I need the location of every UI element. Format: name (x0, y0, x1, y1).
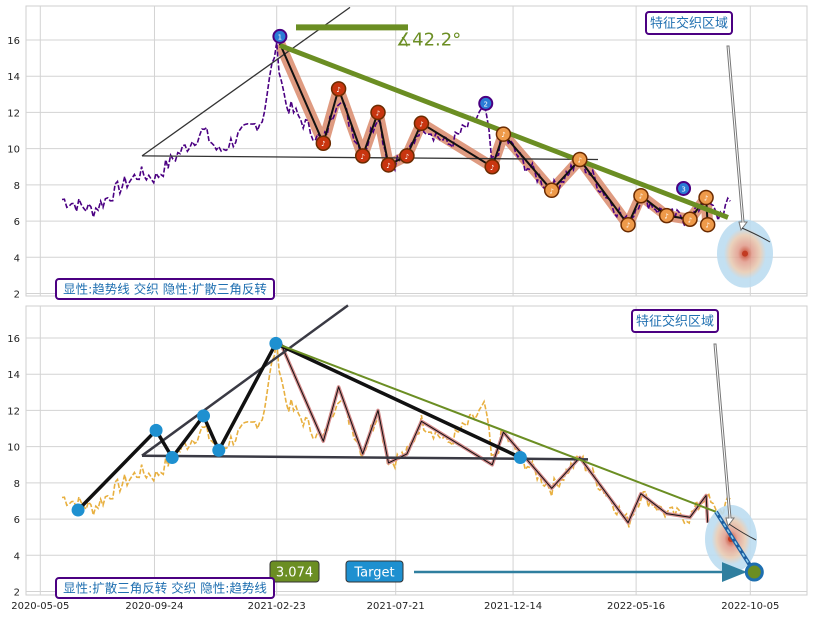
region-label-top: 特征交织区域 (650, 16, 728, 32)
feature-region-glow-top-center (742, 250, 748, 257)
y-tick-label: 12 (7, 406, 20, 417)
numbered-point-label: 2 (484, 100, 488, 108)
x-tick-label: 2021-07-21 (367, 601, 425, 612)
region-arrow-bottom (713, 343, 735, 528)
y-tick-label: 2 (14, 290, 20, 301)
trendline-bottom (275, 342, 717, 513)
pivot-marker-glyph: ♪ (360, 153, 364, 161)
pivot-marker-glyph: ♪ (626, 222, 630, 230)
pivot-marker (658, 207, 675, 224)
y-tick-label: 16 (7, 36, 20, 47)
y-tick-label: 14 (7, 72, 20, 83)
pivot-point (513, 451, 527, 465)
pivot-point (197, 409, 211, 423)
pivot-marker (698, 189, 714, 206)
pattern-label-bottom: 显性:扩散三角反转 交织 隐性:趋势线 (63, 581, 267, 596)
target-label-box (345, 560, 404, 583)
target-label: Target (353, 566, 394, 581)
pivot-marker (620, 216, 636, 233)
pivot-marker (380, 157, 397, 173)
region-label-bottom-box (631, 309, 719, 333)
pivot-marker-glyph: ♪ (705, 222, 709, 230)
region-tail-top (741, 227, 771, 243)
numbered-point (478, 95, 494, 111)
pivot-marker-glyph: ♪ (549, 187, 553, 195)
numbered-point (272, 28, 288, 44)
region-label-bottom: 特征交织区域 (636, 314, 714, 330)
y-tick-label: 2 (14, 588, 20, 599)
pivot-point (71, 503, 85, 517)
pivot-marker (399, 148, 415, 164)
projection-line-highlight (715, 511, 755, 573)
pivot-marker-glyph: ♪ (376, 109, 380, 117)
y-tick-label: 14 (7, 370, 20, 381)
x-tick-label: 2020-05-05 (11, 601, 69, 612)
pivot-marker (370, 104, 386, 121)
pivot-marker (699, 216, 716, 233)
triangle-upper-top (141, 6, 351, 157)
plot-area-bottom (25, 305, 808, 596)
numbered-point-label: 1 (278, 33, 282, 41)
pivot-marker (633, 187, 649, 204)
price-series-top (61, 42, 731, 230)
y-tick-label: 10 (7, 145, 20, 156)
pattern-label-top-box (55, 278, 275, 300)
region-label-top-box (645, 11, 733, 35)
numbered-point-label: 3 (681, 185, 685, 193)
pivot-marker-glyph: ♪ (490, 164, 494, 172)
y-tick-label: 10 (7, 443, 20, 454)
pivot-marker (572, 151, 588, 168)
pivot-marker-glyph: ♪ (405, 153, 409, 161)
pivot-marker-glyph: ♪ (704, 195, 708, 203)
y-tick-label: 12 (7, 108, 20, 119)
x-tick-label: 2022-05-16 (607, 601, 665, 612)
pivot-point (149, 423, 163, 437)
y-tick-label: 6 (14, 217, 20, 228)
pivot-marker (682, 211, 698, 228)
angle-label: ∡42.2° (396, 29, 461, 50)
x-tick-label: 2020-09-24 (125, 601, 183, 612)
y-tick-label: 8 (14, 479, 20, 490)
triangle-upper-bottom (141, 304, 349, 457)
pivot-marker-glyph: ♪ (664, 213, 668, 221)
numbered-point (676, 180, 692, 196)
x-tick-label: 2022-10-05 (721, 601, 779, 612)
pivot-marker (495, 126, 512, 142)
x-tick-label: 2021-02-23 (248, 601, 306, 612)
pivot-marker (413, 115, 430, 132)
pivot-marker (330, 81, 347, 97)
pattern-label-top: 显性:趋势线 交织 隐性:扩散三角反转 (63, 282, 267, 297)
pivot-marker-glyph: ♪ (336, 86, 340, 94)
y-tick-label: 4 (14, 551, 20, 562)
pivot-marker-glyph: ♪ (688, 216, 692, 224)
plot-area-top (25, 5, 808, 297)
pivot-point (212, 443, 226, 457)
region-arrow-top (726, 45, 748, 232)
y-tick-label: 16 (7, 334, 20, 345)
region-tail-bottom (728, 523, 757, 541)
y-tick-label: 4 (14, 253, 20, 264)
pivot-marker (543, 182, 560, 199)
pivot-marker (354, 148, 371, 164)
pivot-marker-glyph: ♪ (578, 157, 582, 165)
current-value-box (269, 560, 320, 583)
pivot-marker (315, 135, 332, 151)
pivot-marker-glyph: ♪ (639, 193, 643, 201)
pivot-marker (484, 159, 500, 175)
y-tick-label: 8 (14, 181, 20, 192)
pivot-marker-glyph: ♪ (386, 162, 390, 170)
pivot-point (269, 336, 283, 350)
target-point (744, 562, 764, 582)
x-tick-label: 2021-12-14 (484, 601, 542, 612)
pattern-label-bottom-box (55, 577, 275, 599)
pivot-marker-glyph: ♪ (419, 120, 423, 128)
pivot-point (165, 451, 179, 465)
pivot-marker-glyph: ♪ (321, 140, 325, 148)
current-value: 3.074 (276, 566, 313, 581)
triangle-base-bottom (141, 454, 589, 461)
y-tick-label: 6 (14, 515, 20, 526)
pivot-marker-glyph: ♪ (501, 131, 505, 139)
